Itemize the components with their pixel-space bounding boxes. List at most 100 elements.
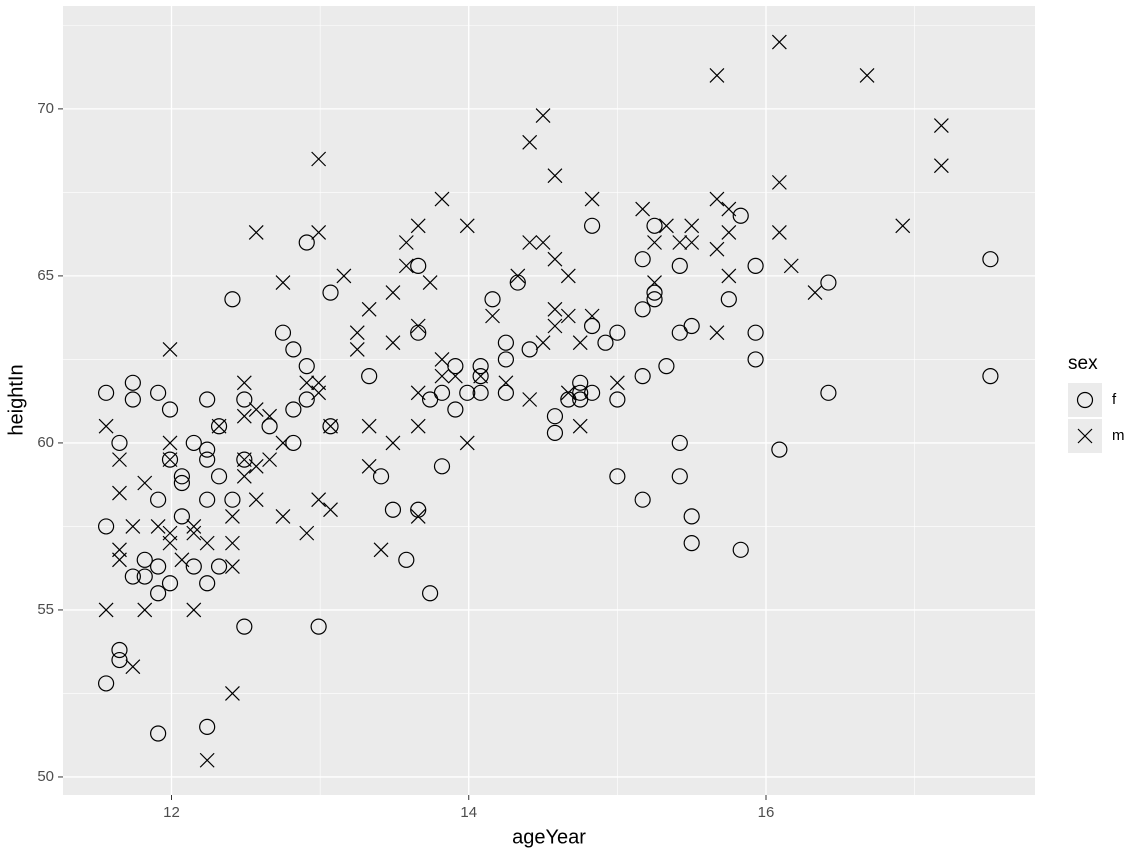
point — [125, 659, 141, 675]
y-tick-label: 65 — [37, 267, 54, 284]
point — [771, 441, 788, 458]
point — [472, 357, 489, 375]
point — [186, 519, 202, 534]
point — [434, 351, 450, 367]
axes: 12 14 16 50 55 60 65 70 — [37, 100, 774, 821]
point — [410, 385, 426, 401]
point — [150, 384, 167, 401]
point — [683, 535, 700, 552]
point — [422, 585, 439, 602]
legend-symbol — [1077, 428, 1093, 444]
point — [609, 391, 626, 408]
point — [322, 418, 339, 435]
point — [262, 408, 278, 424]
point — [161, 451, 179, 468]
point — [262, 452, 278, 468]
point — [236, 408, 252, 424]
point — [98, 518, 115, 535]
point — [895, 218, 911, 234]
point — [98, 418, 114, 434]
point — [398, 235, 414, 250]
point — [572, 374, 589, 391]
point — [225, 686, 240, 701]
point — [684, 218, 700, 234]
point — [684, 235, 700, 250]
point — [372, 468, 390, 485]
point — [162, 452, 178, 468]
point — [248, 402, 264, 417]
point — [124, 391, 141, 408]
point — [783, 258, 799, 274]
point — [646, 217, 663, 234]
point — [634, 491, 651, 508]
point — [560, 268, 576, 284]
point — [199, 535, 215, 551]
point — [472, 384, 489, 401]
legend-label: f — [1112, 391, 1117, 408]
point — [98, 602, 114, 618]
point — [434, 191, 450, 207]
point — [720, 291, 737, 308]
point — [125, 519, 141, 534]
point — [199, 441, 216, 458]
point — [709, 68, 725, 83]
point — [361, 418, 377, 434]
point — [199, 491, 216, 508]
point — [136, 568, 153, 585]
point — [210, 468, 228, 485]
point — [646, 291, 663, 308]
point — [285, 401, 302, 418]
point — [236, 375, 252, 391]
y-tick-label: 50 — [37, 768, 54, 785]
y-tick-label: 60 — [37, 434, 54, 451]
point — [174, 552, 190, 568]
point — [510, 268, 526, 284]
point — [535, 235, 551, 250]
point — [373, 542, 389, 558]
point — [150, 491, 167, 508]
point — [498, 375, 514, 391]
point — [447, 368, 463, 384]
point — [609, 468, 626, 485]
point — [546, 424, 564, 442]
point — [137, 475, 153, 491]
point — [248, 225, 264, 240]
point — [933, 158, 949, 174]
point — [671, 434, 688, 452]
point — [323, 502, 338, 518]
point — [709, 191, 725, 207]
point — [137, 602, 153, 618]
point — [311, 225, 327, 240]
point — [732, 207, 749, 224]
legend-symbol — [1076, 391, 1094, 409]
point — [683, 508, 700, 525]
point — [410, 318, 426, 334]
point — [497, 384, 514, 401]
point — [647, 275, 662, 291]
point — [248, 458, 264, 474]
point — [299, 525, 315, 541]
point — [298, 391, 315, 408]
point — [199, 451, 216, 468]
point — [398, 551, 415, 568]
point — [747, 257, 764, 274]
point — [672, 235, 688, 250]
point — [433, 458, 451, 475]
point — [671, 257, 688, 274]
point — [150, 558, 167, 575]
point — [210, 418, 228, 435]
point — [173, 508, 190, 525]
point — [150, 585, 167, 602]
point — [410, 508, 426, 524]
point — [584, 384, 601, 401]
point — [111, 434, 128, 452]
point — [210, 558, 228, 575]
point — [683, 317, 700, 335]
point — [807, 285, 823, 301]
point — [497, 351, 514, 368]
point — [597, 334, 614, 351]
point — [522, 134, 538, 150]
x-axis-title: ageYear — [512, 826, 586, 848]
legend: sex f m — [1068, 353, 1125, 453]
point — [398, 258, 414, 274]
